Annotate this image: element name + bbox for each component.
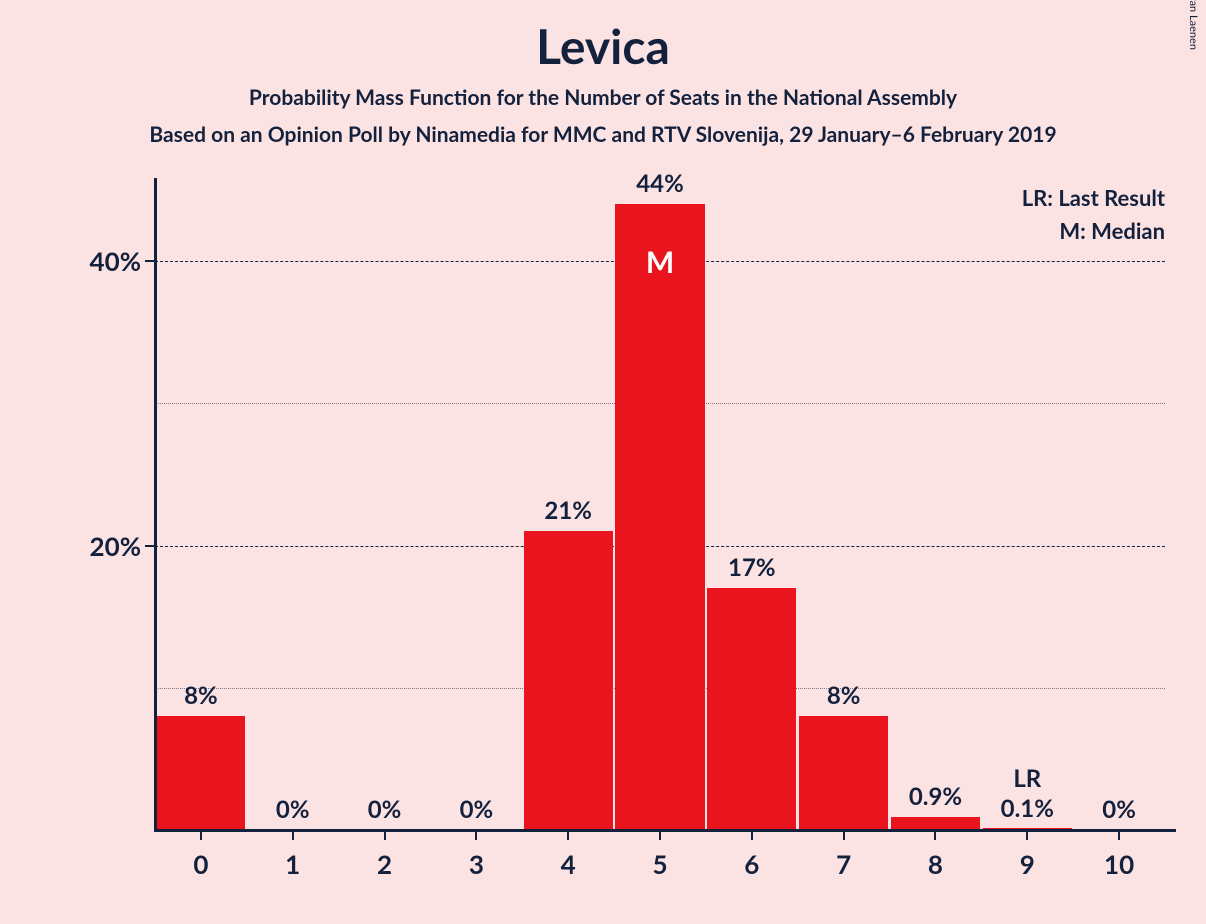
bar-value-label: 0% [368,795,402,824]
y-tick-label: 20% [90,530,141,562]
chart-title: Levica [0,0,1206,75]
bar [707,588,796,830]
legend: LR: Last Result M: Median [1022,184,1165,250]
x-tick-label: 7 [836,848,851,880]
bar-value-label: 44% [636,169,684,198]
x-tick-label: 2 [377,848,392,880]
bar-value-label: 0% [276,795,310,824]
chart-subtitle: Probability Mass Function for the Number… [0,75,1206,110]
y-tick-label: 40% [90,245,141,277]
x-tick-label: 1 [285,848,300,880]
bar [156,716,245,830]
copyright-notice: © 2020 Filip van Laenen [1187,0,1200,50]
x-tick-label: 8 [928,848,943,880]
bar-value-label: 0.1% [1001,794,1054,823]
legend-entry-lr: LR: Last Result [1022,184,1165,211]
y-axis [154,178,157,830]
bar [615,204,704,830]
bar-value-label: 21% [544,496,592,525]
x-tick-label: 9 [1020,848,1035,880]
chart-caption: Based on an Opinion Poll by Ninamedia fo… [0,110,1206,147]
x-tick-label: 3 [469,848,484,880]
x-tick-label: 6 [744,848,759,880]
x-tick-label: 5 [652,848,667,880]
x-axis [154,829,1176,832]
bar-value-label: 17% [728,553,776,582]
legend-entry-median: M: Median [1022,217,1165,244]
x-tick-label: 10 [1104,848,1134,880]
median-label: M [646,244,674,280]
bar [524,531,613,830]
bar-value-label: 0% [1102,795,1136,824]
bar-value-label: 8% [827,681,861,710]
pmf-bar-chart: 20%40%8%00%10%20%321%444%M517%68%70.9%80… [155,190,1165,830]
bar-value-label: 0.9% [909,782,962,811]
bar [799,716,888,830]
x-tick-label: 4 [561,848,576,880]
bar-value-label: 0% [460,795,494,824]
bar-value-label: 8% [184,681,218,710]
x-tick-label: 0 [193,848,208,880]
last-result-label: LR [1013,764,1041,793]
